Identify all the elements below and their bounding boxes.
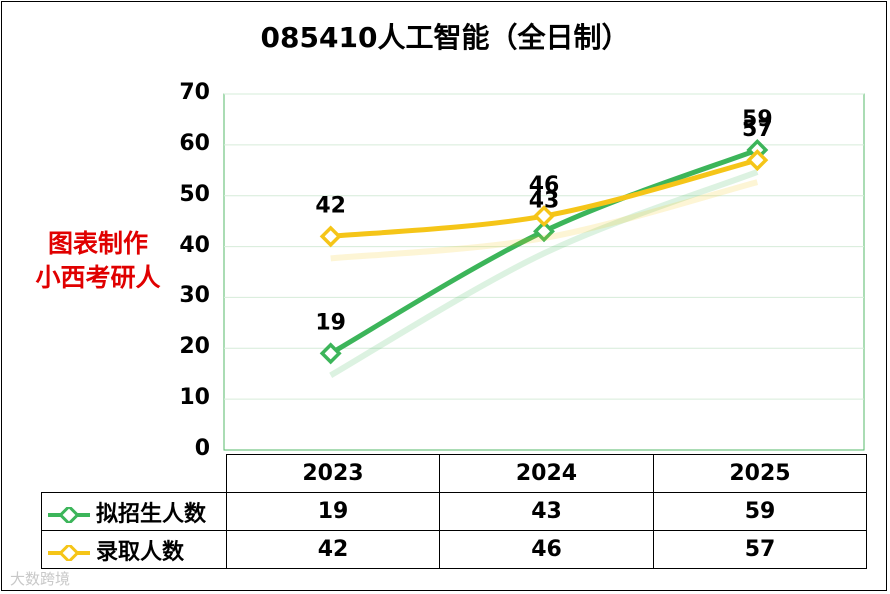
value-cell: 57 <box>653 530 867 569</box>
value-cell: 43 <box>439 492 654 531</box>
data-label: 19 <box>315 310 346 335</box>
data-table-row: 录取人数 42 46 57 <box>41 530 867 569</box>
value-cell: 59 <box>653 492 867 531</box>
value-cell: 42 <box>226 530 440 569</box>
y-tick-label: 50 <box>179 181 210 207</box>
category-cell: 2023 <box>226 454 440 493</box>
value-cell: 19 <box>226 492 440 531</box>
series-name: 录取人数 <box>96 539 185 565</box>
y-tick-label: 40 <box>179 232 210 258</box>
legend-marker-yellow <box>48 544 90 561</box>
series-name: 拟招生人数 <box>96 501 207 527</box>
series-line-shadow <box>329 169 759 378</box>
y-tick-label: 10 <box>179 385 210 411</box>
watermark-line-2: 小西考研人 <box>35 263 161 292</box>
data-label: 42 <box>315 193 346 218</box>
data-point <box>533 220 555 243</box>
data-point <box>319 342 342 365</box>
value-cell: 46 <box>439 530 654 569</box>
chart-title: 085410人工智能（全日制） <box>260 21 630 54</box>
data-table-row: 拟招生人数 19 43 59 <box>41 492 867 531</box>
data-point <box>319 225 342 248</box>
series-label: 录取人数 <box>41 530 227 569</box>
series-label: 拟招生人数 <box>41 492 227 531</box>
category-cell: 2024 <box>439 454 654 493</box>
watermark-line-1: 图表制作 <box>47 229 148 258</box>
legend-marker-green <box>48 506 90 523</box>
watermark-text: 图表制作 小西考研人 <box>18 227 178 295</box>
y-tick-label: 20 <box>179 334 210 360</box>
plot-border <box>223 93 865 451</box>
data-point <box>533 205 555 228</box>
series-line-shadow <box>330 179 759 262</box>
data-label: 46 <box>529 173 560 198</box>
y-tick-label: 70 <box>179 80 210 105</box>
data-label: 43 <box>529 188 560 213</box>
data-point <box>746 149 769 172</box>
data-table-corner <box>41 454 227 493</box>
y-tick-label: 60 <box>179 130 210 156</box>
data-table-header-row: 2023 2024 2025 <box>41 454 867 493</box>
data-table: 2023 2024 2025 拟招生人数 19 43 59 录取人数 42 <box>41 454 867 569</box>
category-cell: 2025 <box>653 454 867 493</box>
corner-watermark: 大数跨境 <box>10 570 71 588</box>
y-tick-label: 30 <box>179 283 210 309</box>
data-label: 57 <box>742 117 773 142</box>
data-label: 59 <box>742 107 773 132</box>
